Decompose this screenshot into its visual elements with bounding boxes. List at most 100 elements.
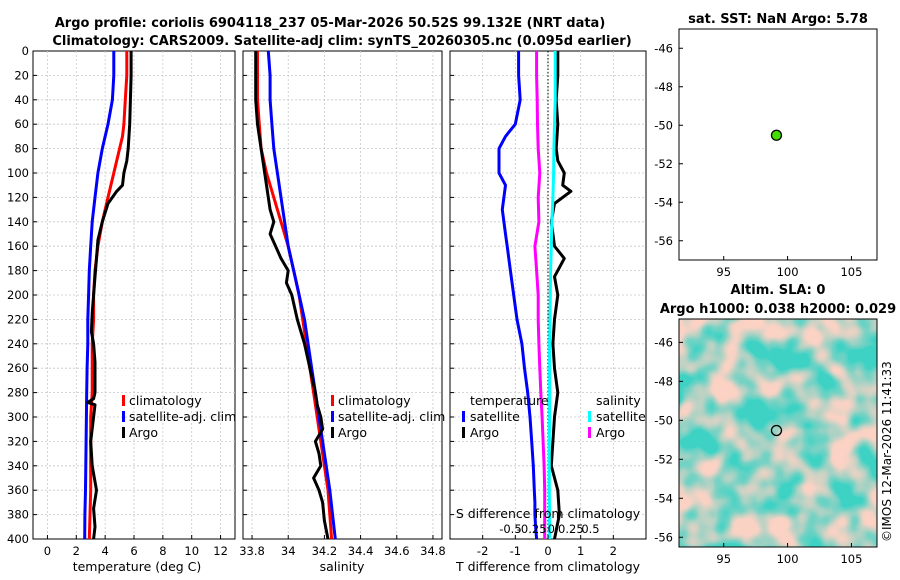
x-tick-label: 34.2 [312, 544, 338, 558]
legend-label-sal-argo: Argo [596, 425, 625, 440]
legend-swatch-satellite [122, 411, 125, 422]
sst-map-marks [770, 129, 783, 141]
map-x-tick-label: 100 [777, 552, 799, 566]
map-y-tick-label: -48 [654, 80, 673, 94]
x-tick-label: 34.6 [384, 544, 410, 558]
legend-swatch-argo [122, 427, 125, 438]
map-y-tick-label: -50 [654, 118, 673, 132]
map-y-tick-label: -46 [654, 335, 673, 349]
salinity-difference-label: S difference from climatology [456, 506, 641, 521]
legend-swatch-climatology [331, 395, 334, 406]
salinity-panel: 33.8 34 34.2 34.4 34.6 34.8 salinity climatol… [239, 50, 446, 574]
legend-title-temperature: temperature [470, 393, 549, 408]
depth-tick-label: 260 [7, 361, 29, 375]
legend-swatch-climatology [122, 395, 125, 406]
series-line-satellite-adj-clim [266, 50, 337, 540]
depth-tick-label: 100 [7, 166, 29, 180]
map-y-tick-label: -48 [654, 374, 673, 388]
x-tick-label: -2 [477, 544, 488, 558]
temperature-xlabel: temperature (deg C) [73, 559, 202, 574]
map-y-tick-label: -52 [654, 452, 673, 466]
difference-legend: temperature satellite Argo salinity sate… [462, 393, 646, 440]
map-x-tick-label: 95 [716, 552, 731, 566]
salinity-difference-tick: 0 [548, 522, 555, 536]
depth-tick-label: 300 [7, 410, 29, 424]
x-tick-label: 2 [610, 544, 617, 558]
x-tick-label: 10 [184, 544, 199, 558]
depth-tick-label: 240 [7, 337, 29, 351]
difference-panel: -2 -1 0 1 2 -0.5-0.25 0 0.250.5 S difference f… [449, 50, 647, 574]
map-y-tick-label: -50 [654, 413, 673, 427]
temperature-legend: climatology satellite-adj. clim Argo [122, 393, 236, 440]
salinity-difference-tick: -0.25 [517, 522, 547, 536]
depth-tick-label: 220 [7, 312, 29, 326]
argo-float-marker [770, 424, 783, 437]
sla-map-axes-box [678, 318, 878, 548]
legend-title-salinity: salinity [596, 393, 641, 408]
series-line-argo [254, 51, 330, 540]
imos-credit: ©IMOS 12-Mar-2026 11:41:33 [880, 361, 894, 542]
salinity-xlabel: salinity [320, 559, 365, 574]
depth-tick-label: 380 [7, 508, 29, 522]
x-tick-label: 1 [577, 544, 584, 558]
depth-tick-label: 120 [7, 190, 29, 204]
x-tick-label: 4 [101, 544, 108, 558]
difference-series [497, 51, 573, 540]
depth-tick-label: 360 [7, 483, 29, 497]
sla-heatmap [679, 319, 877, 547]
sla-map-title-line-1: Altim. SLA: 0 [731, 283, 826, 298]
depth-tick-label: 400 [7, 532, 29, 546]
legend-swatch-temp-satellite [462, 411, 465, 422]
legend-label-climatology: climatology [129, 393, 202, 408]
sla-map-ticks: 95 100 105 -46 -48 -50 -52 -54 -56 [654, 335, 862, 566]
depth-tick-label: 20 [14, 68, 29, 82]
legend-label-sal-satellite: satellite [596, 409, 646, 424]
temperature-grid [33, 50, 235, 540]
title-line-1: Argo profile: coriolis 6904118_237 05-Ma… [55, 16, 606, 31]
temperature-xticks: 0 2 4 6 8 10 12 [44, 535, 228, 558]
map-x-tick-label: 95 [716, 265, 731, 279]
legend-label-temp-argo: Argo [470, 425, 499, 440]
map-y-tick-label: -54 [654, 491, 673, 505]
sst-map-axes-box [678, 28, 878, 261]
temperature-series [83, 51, 133, 540]
title-line-2: Climatology: CARS2009. Satellite-adj cli… [52, 34, 631, 49]
legend-label-climatology: climatology [338, 393, 411, 408]
sst-map-panel: sat. SST: NaN Argo: 5.78 95 100 105 -46 -48 -… [654, 12, 878, 279]
depth-tick-label: 200 [7, 288, 29, 302]
x-tick-label: 34.4 [348, 544, 374, 558]
map-x-tick-label: 105 [840, 265, 862, 279]
series-line-salinity-satellite [547, 51, 557, 539]
depth-tick-label: 280 [7, 386, 29, 400]
series-line-temperature-satellite [497, 51, 539, 540]
x-tick-label: 2 [73, 544, 80, 558]
sla-map-panel: Altim. SLA: 0 Argo h1000: 0.038 h2000: 0… [654, 283, 896, 566]
x-tick-label: 8 [159, 544, 166, 558]
sst-map-title: sat. SST: NaN Argo: 5.78 [688, 12, 868, 27]
x-tick-label: 6 [130, 544, 137, 558]
salinity-grid [243, 50, 442, 540]
series-line-argo [86, 51, 133, 540]
map-y-tick-label: -56 [654, 234, 673, 248]
map-y-tick-label: -54 [654, 195, 673, 209]
sla-map-marks [770, 424, 783, 437]
sst-map-ticks: 95 100 105 -46 -48 -50 -52 -54 -56 [654, 41, 862, 279]
x-tick-label: 12 [213, 544, 228, 558]
legend-swatch-temp-argo [462, 427, 465, 438]
depth-tick-label: 320 [7, 434, 29, 448]
legend-swatch-argo [331, 427, 334, 438]
x-tick-label: 0 [544, 544, 551, 558]
series-line-temperature-argo [549, 51, 573, 540]
salinity-difference-ticks: -0.5-0.25 0 0.250.5 [499, 522, 599, 536]
salinity-difference-tick: -0.5 [499, 522, 521, 536]
map-y-tick-label: -46 [654, 41, 673, 55]
difference-xticks: -2 -1 0 1 2 [477, 535, 617, 558]
x-tick-label: -1 [510, 544, 521, 558]
legend-label-satellite: satellite-adj. clim [338, 409, 445, 424]
salinity-series [254, 50, 337, 540]
x-tick-label: 34 [281, 544, 296, 558]
temperature-panel: 0 2 4 6 8 10 12 0 20 40 60 80 100 120 140 160 180 200 220… [7, 44, 236, 574]
legend-label-argo: Argo [129, 425, 158, 440]
legend-label-satellite: satellite-adj. clim [129, 409, 236, 424]
legend-swatch-sal-satellite [588, 411, 591, 422]
